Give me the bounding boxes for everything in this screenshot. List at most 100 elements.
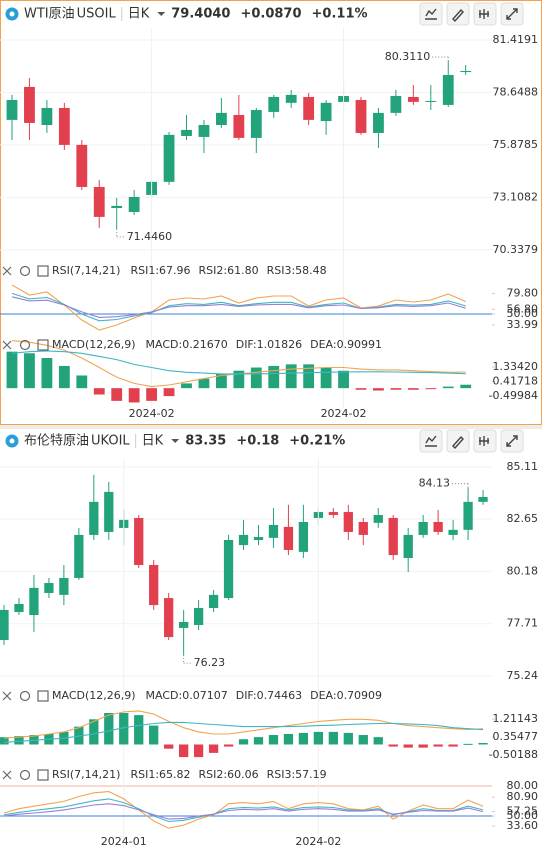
macd-bar: [403, 744, 413, 748]
macd-bar: [14, 736, 24, 745]
indicator-line: [11, 284, 466, 331]
candle-body: [463, 501, 473, 530]
legend-entry: RSI1:67.96: [130, 264, 190, 277]
settings-indicator[interactable]: [19, 339, 31, 351]
indicator-menu[interactable]: [37, 769, 49, 781]
macd-bar: [313, 731, 324, 745]
header-period: 日K: [142, 434, 164, 449]
legend-entry: RSI3:58.48: [267, 264, 327, 277]
toolbar-button[interactable]: [419, 2, 443, 26]
toolbar-icon: [452, 8, 464, 23]
macd-bar: [146, 388, 158, 401]
candle-body: [253, 537, 264, 541]
y-tick-label: 70.3379: [493, 243, 539, 256]
annotation-label: 71.4460: [127, 230, 173, 243]
candle-body: [6, 100, 18, 120]
candle-body: [198, 125, 210, 137]
close-indicator[interactable]: [2, 266, 12, 276]
settings-indicator[interactable]: [19, 769, 31, 781]
macd-bar: [253, 737, 264, 745]
macd-bar: [104, 712, 114, 745]
legend-entry: RSI1:65.82: [130, 768, 190, 781]
candle-body: [448, 529, 458, 535]
toolbar-icon: [425, 8, 437, 20]
y-tick-label: 56.80: [507, 302, 539, 315]
close-indicator[interactable]: [2, 691, 12, 701]
legend-entry: RSI3:57.19: [267, 768, 327, 781]
legend-entry: MACD:0.07107: [146, 689, 228, 702]
candle-body: [111, 205, 123, 208]
candle-body: [403, 534, 413, 559]
toolbar-button[interactable]: [419, 429, 443, 453]
toolbar-icon: [425, 435, 437, 447]
candle-body: [223, 540, 234, 599]
indicator-title: RSI(7,14,21): [52, 768, 120, 781]
settings-indicator[interactable]: [19, 690, 31, 702]
candle-body: [128, 197, 140, 212]
candle-body: [285, 94, 297, 103]
x-tick-label: 2024-01: [101, 835, 147, 848]
header-period: 日K: [128, 7, 150, 22]
macd-bar: [233, 370, 245, 389]
macd-bar: [76, 375, 88, 389]
macd-bar: [111, 388, 123, 401]
macd-bar: [478, 742, 488, 745]
header-symbol: USOIL: [77, 7, 117, 22]
macd-bar: [268, 365, 280, 389]
candle-body: [407, 96, 419, 102]
settings-indicator[interactable]: [19, 265, 31, 277]
header-price: 83.35: [185, 434, 226, 449]
macd-bar: [433, 744, 443, 747]
macd-bar: [355, 388, 367, 390]
symbol-icon-dot: [9, 438, 15, 444]
candle-body: [164, 598, 174, 638]
overbought-label: 80.00: [507, 779, 539, 792]
macd-bar: [390, 388, 402, 390]
indicator-menu[interactable]: [37, 690, 49, 702]
candle-body: [29, 587, 39, 616]
indicator-menu[interactable]: [37, 339, 49, 351]
macd-bar: [388, 744, 398, 747]
candle-body: [89, 501, 99, 535]
macd-bar: [285, 364, 297, 389]
macd-bar: [448, 744, 458, 747]
period-dropdown[interactable]: [157, 12, 166, 16]
header-change-pct: +0.21%: [289, 434, 345, 449]
macd-line: [3, 721, 484, 743]
toolbar-icon: [506, 435, 518, 447]
close-indicator[interactable]: [2, 340, 12, 350]
toolbar-icon: [452, 435, 464, 450]
header-price: 79.4040: [171, 7, 230, 22]
header-name: WTI原油: [24, 7, 75, 22]
macd-bar: [250, 367, 262, 389]
macd-bar: [320, 367, 332, 389]
y-tick-label: 50.00: [507, 307, 539, 320]
legend-entry: DEA:0.90991: [310, 338, 382, 351]
macd-bar: [358, 735, 368, 745]
panel-separator: [0, 425, 542, 429]
y-tick-label: 1.21143: [493, 712, 539, 725]
macd-bar: [181, 383, 192, 389]
candle-body: [320, 102, 332, 122]
macd-bar: [134, 715, 144, 745]
macd-line: [11, 350, 466, 375]
candle-body: [58, 107, 70, 145]
period-dropdown[interactable]: [171, 439, 180, 443]
annotation-label: 80.3110: [385, 50, 431, 63]
macd-bar: [178, 744, 189, 758]
close-indicator[interactable]: [2, 770, 12, 780]
candle-body: [24, 86, 35, 123]
y-tick-label: -0.50188: [489, 748, 538, 761]
candle-body: [74, 534, 84, 578]
indicator-menu[interactable]: [37, 265, 49, 277]
y-tick-label: 33.60: [507, 819, 539, 832]
macd-bar: [238, 739, 249, 745]
y-tick-label: 81.4191: [493, 33, 539, 46]
macd-bar: [6, 351, 18, 389]
y-tick-label: 0.41718: [493, 375, 539, 388]
candle-body: [433, 521, 443, 532]
candle-body: [390, 96, 402, 113]
candle-body: [268, 96, 280, 112]
macd-bar: [223, 744, 234, 747]
